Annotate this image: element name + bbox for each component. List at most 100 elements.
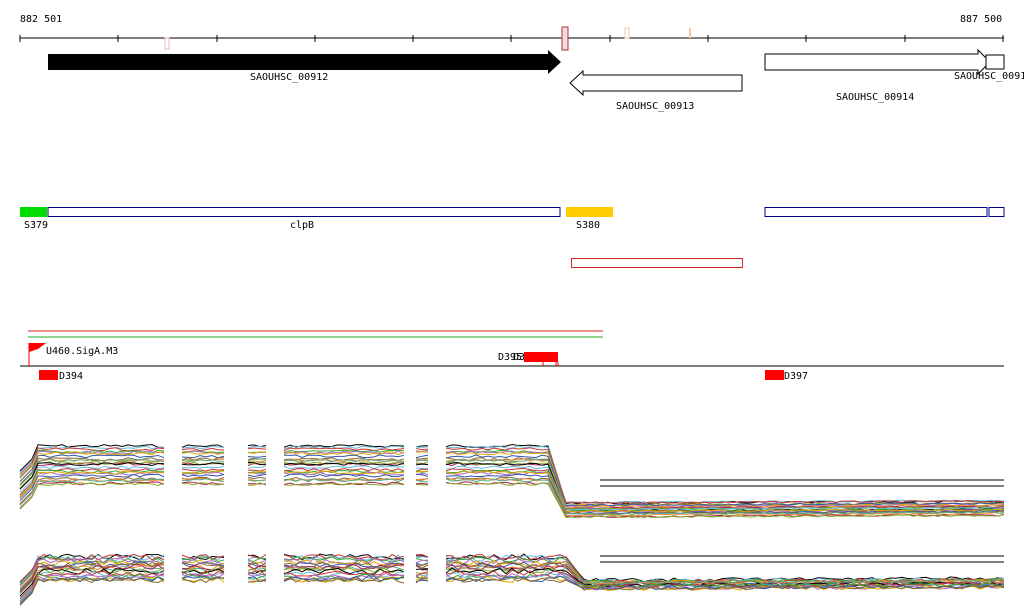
feature-box[interactable] [764, 207, 988, 217]
expression-line [181, 571, 225, 577]
expression-line [247, 476, 267, 479]
expression-line [19, 478, 165, 506]
gene-arrow-SAOUHSC_0091[interactable] [985, 54, 1005, 70]
gene-arrow-SAOUHSC_00913[interactable] [569, 69, 743, 97]
expression-line [415, 468, 429, 472]
feature-S379[interactable] [20, 207, 47, 217]
expression-line [445, 476, 1005, 515]
expression-line [283, 461, 405, 466]
expression-line [247, 479, 267, 482]
expression-line [283, 469, 405, 474]
expression-line [283, 450, 405, 455]
expression-line [247, 447, 267, 450]
expression-line [181, 564, 225, 571]
expression-line [247, 576, 267, 583]
expression-line [247, 573, 267, 577]
expression-line [19, 449, 165, 478]
expression-line [247, 465, 267, 469]
expression-line [445, 458, 1005, 509]
feature-outline-red[interactable] [571, 258, 743, 268]
feature-label: clpB [290, 220, 314, 231]
gene-track: SAOUHSC_00912 SAOUHSC_00913 SAOUHSC_0091… [48, 48, 1024, 112]
expression-line [415, 562, 429, 566]
expression-line [247, 574, 267, 580]
feature-clpB[interactable] [47, 207, 561, 217]
expression-line [181, 468, 225, 472]
expression-line [181, 476, 225, 481]
gene-label: SAOUHSC_00912 [250, 72, 328, 83]
expression-line [181, 465, 225, 469]
expression-line [445, 445, 1005, 504]
expression-line [415, 457, 429, 460]
site-D394[interactable] [39, 370, 58, 380]
promoter-flag-icon[interactable] [29, 343, 46, 352]
expression-line [181, 562, 225, 568]
expression-line [181, 478, 225, 482]
expression-line [415, 572, 429, 575]
expression-line [247, 444, 267, 448]
expression-line [181, 445, 225, 450]
expression-line [283, 445, 405, 450]
feature-S380[interactable] [566, 207, 613, 217]
expression-line [415, 483, 429, 486]
expression-line [19, 462, 165, 490]
expression-line [19, 482, 165, 510]
expression-line [283, 576, 405, 584]
expression-line [415, 448, 429, 451]
expression-line [415, 479, 429, 483]
expression-line [445, 454, 1005, 507]
expression-line [181, 458, 225, 462]
expression-line [445, 482, 1005, 519]
expression-line [181, 554, 225, 561]
ruler-marker [561, 26, 569, 51]
expression-line [247, 482, 267, 486]
expression-line [283, 447, 405, 452]
expression-line [19, 458, 165, 486]
expression-line [445, 465, 1005, 511]
gene-arrow-SAOUHSC_00912[interactable] [48, 50, 561, 74]
expression-line [415, 564, 429, 571]
ruler-end-label: 887 500 [960, 14, 1002, 25]
feature-box[interactable] [988, 207, 1005, 217]
expression-line [415, 556, 429, 559]
expression-line [283, 465, 405, 470]
site-D395-D396[interactable] [524, 352, 558, 362]
expression-line [247, 570, 267, 576]
expression-line [19, 473, 165, 502]
expression-line [247, 468, 267, 472]
expression-line [445, 576, 1005, 591]
expression-line [415, 463, 429, 466]
site-label: D397 [784, 371, 808, 382]
expression-line [19, 454, 165, 482]
expression-line [181, 457, 225, 461]
expression-line [247, 460, 267, 463]
expression-line [181, 444, 225, 448]
expression-line [181, 482, 225, 486]
expression-line [283, 458, 405, 463]
expression-line [283, 567, 405, 574]
expression-line [415, 459, 429, 462]
ruler-marker [624, 27, 630, 39]
expression-line [181, 561, 225, 567]
expression-line [283, 451, 405, 456]
expression-line [283, 470, 405, 475]
expression-line [415, 467, 429, 470]
expression-line [247, 458, 267, 462]
expression-line [19, 447, 165, 475]
ruler-marker [164, 37, 170, 50]
expression-line [19, 444, 165, 472]
expression-line [19, 561, 165, 591]
site-D397[interactable] [765, 370, 784, 380]
expression-line [19, 576, 165, 606]
expression-line [247, 455, 267, 458]
gene-arrow-SAOUHSC_00914[interactable] [764, 48, 991, 76]
gene-label: SAOUHSC_0091 [954, 71, 1024, 82]
expression-line [283, 467, 405, 472]
expression-line [415, 554, 429, 558]
expression-line [247, 578, 267, 583]
site-label: D394 [59, 371, 83, 382]
expression-line [19, 565, 165, 594]
expression-line [19, 465, 165, 493]
gene-label: SAOUHSC_00914 [836, 92, 914, 103]
